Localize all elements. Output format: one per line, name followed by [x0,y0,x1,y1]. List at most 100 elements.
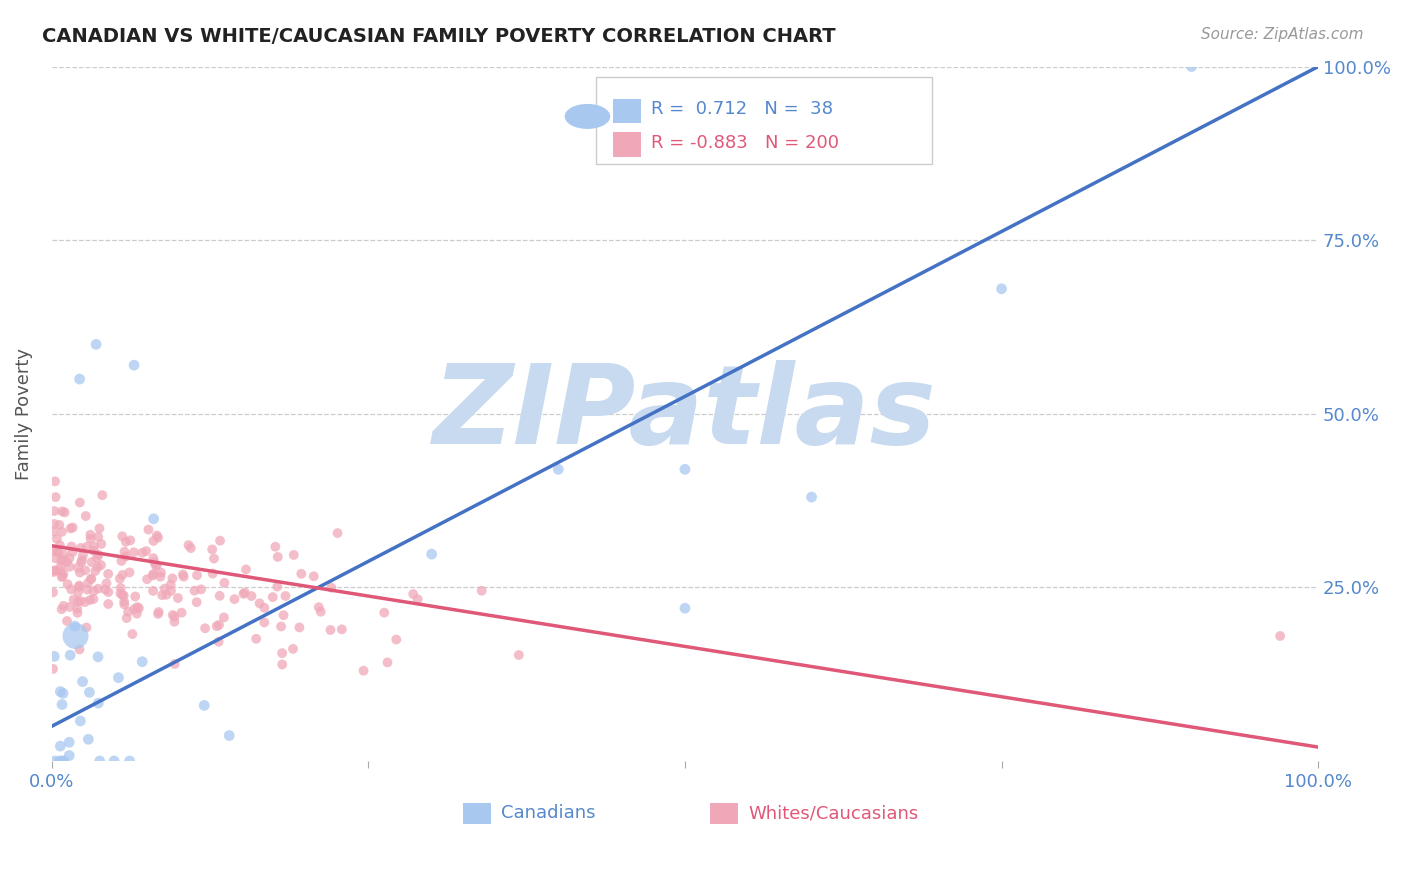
Point [309,605,332,619]
Point [253,600,276,615]
Point [136,572,159,586]
Point [44,649,66,664]
Point [111,567,134,582]
Point [84,564,107,578]
Point [114,549,136,564]
Point [283,548,305,562]
Point [89,521,111,535]
FancyBboxPatch shape [464,804,491,824]
Point [290,566,312,581]
FancyBboxPatch shape [613,132,641,156]
Point [131,655,153,669]
Point [75,563,97,577]
Point [115,611,138,625]
Point [76,540,98,554]
Point [271,657,294,672]
Point [48,517,70,532]
Point [117,605,139,619]
Point [173,570,195,584]
Point [69,594,91,608]
Point [122,545,145,559]
Point [353,664,375,678]
Point [42,543,65,558]
Point [218,729,240,743]
Point [1268,629,1291,643]
Point [302,569,325,583]
Point [69,541,91,555]
Point [131,546,153,560]
Point [214,575,236,590]
Point [267,549,290,564]
Point [69,642,91,657]
Point [373,606,395,620]
Text: CANADIAN VS WHITE/CAUCASIAN FAMILY POVERTY CORRELATION CHART: CANADIAN VS WHITE/CAUCASIAN FAMILY POVER… [42,27,835,45]
Point [249,596,271,610]
Point [52,754,75,768]
Point [80,555,103,569]
Point [274,589,297,603]
Point [142,551,165,566]
Point [49,564,72,578]
Point [240,589,263,603]
Point [194,621,217,635]
Point [112,589,135,603]
Point [70,553,93,567]
Point [108,572,131,586]
Point [66,606,89,620]
Point [112,598,135,612]
Point [44,516,66,531]
Point [52,566,75,581]
Point [110,586,132,600]
Point [1180,60,1202,74]
Point [385,632,408,647]
Point [87,548,110,562]
Point [46,544,69,558]
Point [114,545,136,559]
Point [673,601,696,615]
Point [52,599,75,613]
Point [162,571,184,585]
Point [115,534,138,549]
Point [271,646,294,660]
Point [87,696,110,710]
Point [77,576,100,591]
Point [96,576,118,591]
Point [190,582,212,597]
Point [150,566,173,580]
Point [146,531,169,545]
Point [45,490,67,504]
Text: Source: ZipAtlas.com: Source: ZipAtlas.com [1201,27,1364,42]
Point [148,605,170,619]
Point [262,590,284,604]
Point [205,619,228,633]
Point [288,620,311,634]
Point [49,739,72,753]
Point [547,462,569,476]
Point [60,540,83,554]
Point [232,587,254,601]
Point [58,551,80,566]
Point [63,619,86,633]
Point [162,607,184,622]
Point [224,592,246,607]
Point [233,585,256,599]
Point [70,555,93,569]
Text: R =  0.712   N =  38: R = 0.712 N = 38 [651,100,832,119]
Point [800,490,823,504]
Point [97,566,120,581]
Point [45,564,67,578]
Point [266,580,288,594]
Point [186,568,208,582]
Point [281,641,304,656]
Point [49,684,72,698]
Point [51,524,73,539]
Point [42,565,65,579]
Point [172,567,194,582]
Point [273,608,295,623]
Point [75,508,97,523]
Point [51,504,73,518]
Point [112,594,135,608]
Point [86,560,108,574]
Point [62,520,84,534]
Point [51,570,73,584]
